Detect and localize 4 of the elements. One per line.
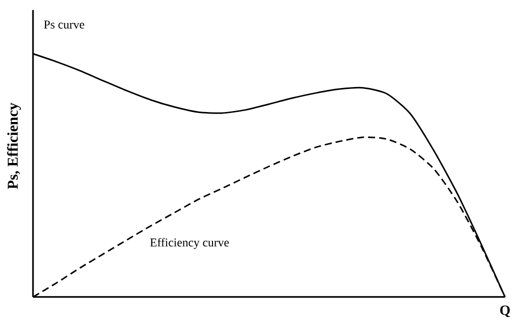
x-axis-title: Q xyxy=(500,306,510,318)
y-axis-title: Ps, Efficiency xyxy=(7,102,21,190)
text: Ps curve xyxy=(44,20,84,29)
series-label: Efficiency curve xyxy=(150,238,229,249)
